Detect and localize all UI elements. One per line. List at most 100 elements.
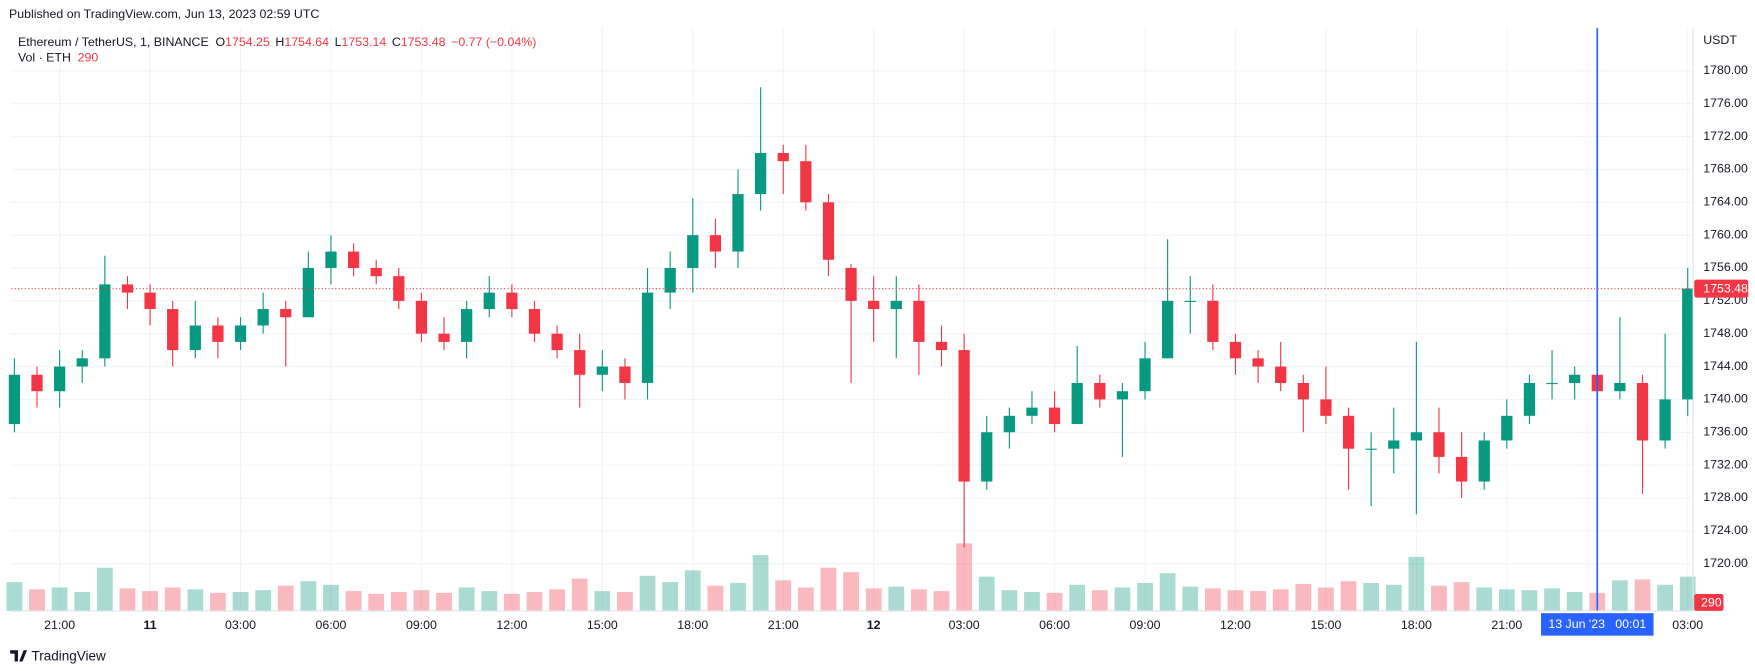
x-tick-label: 15:00 <box>587 618 618 632</box>
volume-bar <box>1476 587 1493 611</box>
volume-bar <box>51 587 68 611</box>
volume-bar <box>1227 590 1244 611</box>
candle-body <box>1388 440 1400 449</box>
volume-bar <box>29 589 45 611</box>
candle-body <box>8 374 21 425</box>
candle-body <box>800 161 812 203</box>
volume-bar <box>549 589 565 611</box>
volume-bar <box>571 578 588 611</box>
candle-body <box>302 267 314 318</box>
volume-bar <box>1250 591 1266 611</box>
candle-body <box>506 292 518 310</box>
candle-layer <box>8 87 1694 548</box>
candle-body <box>1297 382 1309 400</box>
candle-body <box>1614 382 1626 392</box>
volume-bar <box>436 592 452 611</box>
volume-bar <box>323 584 339 611</box>
volume-bar <box>843 572 859 611</box>
volume-bar <box>1431 585 1447 611</box>
volume-layer <box>6 543 1696 611</box>
candle-body <box>1071 382 1083 425</box>
y-tick-label: 1732.00 <box>1703 457 1748 471</box>
volume-bar <box>1453 582 1470 611</box>
y-tick-label: 1768.00 <box>1703 162 1748 176</box>
candle-body <box>1207 300 1219 342</box>
x-tick-label: 03:00 <box>225 618 256 632</box>
y-tick-label: 1744.00 <box>1703 359 1748 373</box>
volume-bar <box>1679 576 1696 611</box>
grid <box>11 28 1694 611</box>
y-tick-label: 1736.00 <box>1703 425 1748 439</box>
volume-bar <box>1408 556 1425 611</box>
candle-body <box>754 152 767 195</box>
volume-bar <box>1521 590 1538 611</box>
candle-body <box>709 235 722 252</box>
candle-body <box>664 267 676 293</box>
volume-bar <box>232 592 249 611</box>
candle-body <box>845 267 857 301</box>
candle-body <box>935 341 948 351</box>
volume-bar <box>1385 584 1402 611</box>
candle-body <box>1659 399 1671 441</box>
volume-legend-value: 290 <box>78 51 99 65</box>
y-tick-label: 1724.00 <box>1703 523 1748 537</box>
candle-body <box>1094 382 1106 400</box>
axis-unit: USDT <box>1703 33 1737 47</box>
candle-body <box>596 366 608 375</box>
x-tick-label: 12 <box>867 618 881 632</box>
candle-body <box>1455 456 1468 482</box>
volume-bar <box>1634 579 1651 611</box>
candle-body <box>890 300 902 310</box>
legend-line: Ethereum / TetherUS, 1, BINANCE O1754.25 H… <box>18 35 536 49</box>
candle-body <box>777 152 789 162</box>
volume-bar <box>1612 580 1628 611</box>
x-tick-label: 03:00 <box>1672 618 1703 632</box>
candle-body <box>1139 358 1151 392</box>
candle-body <box>913 300 925 342</box>
candle-body <box>1365 448 1377 450</box>
volume-last-label: 290 <box>1701 595 1722 609</box>
volume-bar <box>368 593 385 611</box>
ohlc-value: 1754.25 <box>225 35 270 49</box>
volume-bar <box>1498 589 1515 611</box>
candle-body <box>958 350 970 482</box>
volume-bar <box>1544 588 1560 611</box>
y-tick-label: 1776.00 <box>1703 96 1748 110</box>
volume-bar <box>1566 592 1583 611</box>
volume-bar <box>142 591 158 611</box>
y-tick-label: 1748.00 <box>1703 326 1748 340</box>
volume-bar <box>74 592 91 611</box>
y-tick-label: 1720.00 <box>1703 556 1748 570</box>
y-tick-label: 1756.00 <box>1703 260 1748 274</box>
candle-body <box>1342 415 1355 449</box>
x-tick-label: 21:00 <box>1491 618 1522 632</box>
ohlc-key: C <box>392 35 401 49</box>
x-tick-label: 03:00 <box>949 618 980 632</box>
y-tick-label: 1740.00 <box>1703 392 1748 406</box>
overlay-layer <box>11 28 1694 611</box>
candle-body <box>167 309 179 351</box>
last-price-bg <box>1694 279 1749 298</box>
volume-bar <box>1137 583 1153 611</box>
volume-bar <box>1091 590 1108 611</box>
crosshair-label: 13 Jun '23 00:01 <box>1548 617 1646 631</box>
volume-bar <box>911 589 927 611</box>
ohlc-key: O <box>215 35 225 49</box>
candle-body <box>641 292 654 383</box>
y-tick-label: 1772.00 <box>1703 129 1748 143</box>
ohlc-value: 1753.48 <box>401 35 446 49</box>
volume-bar <box>978 576 995 611</box>
volume-bar <box>1340 581 1357 611</box>
x-tick-label: 15:00 <box>1310 618 1341 632</box>
candle-body <box>280 309 292 318</box>
volume-bar <box>413 590 430 611</box>
volume-bar <box>504 593 520 611</box>
volume-bar <box>594 591 611 611</box>
candle-body <box>461 309 473 342</box>
volume-bar <box>1046 592 1063 611</box>
x-tick-label: 12:00 <box>496 618 527 632</box>
x-tick-label: 12:00 <box>1220 618 1251 632</box>
last-price-label: 1753.48 <box>1703 282 1748 296</box>
volume-bar <box>1069 584 1086 611</box>
volume-bar <box>1001 590 1018 611</box>
